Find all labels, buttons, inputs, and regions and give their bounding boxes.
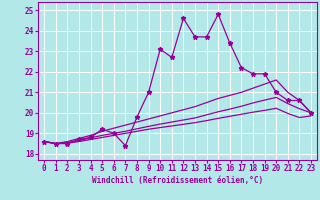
X-axis label: Windchill (Refroidissement éolien,°C): Windchill (Refroidissement éolien,°C) xyxy=(92,176,263,185)
